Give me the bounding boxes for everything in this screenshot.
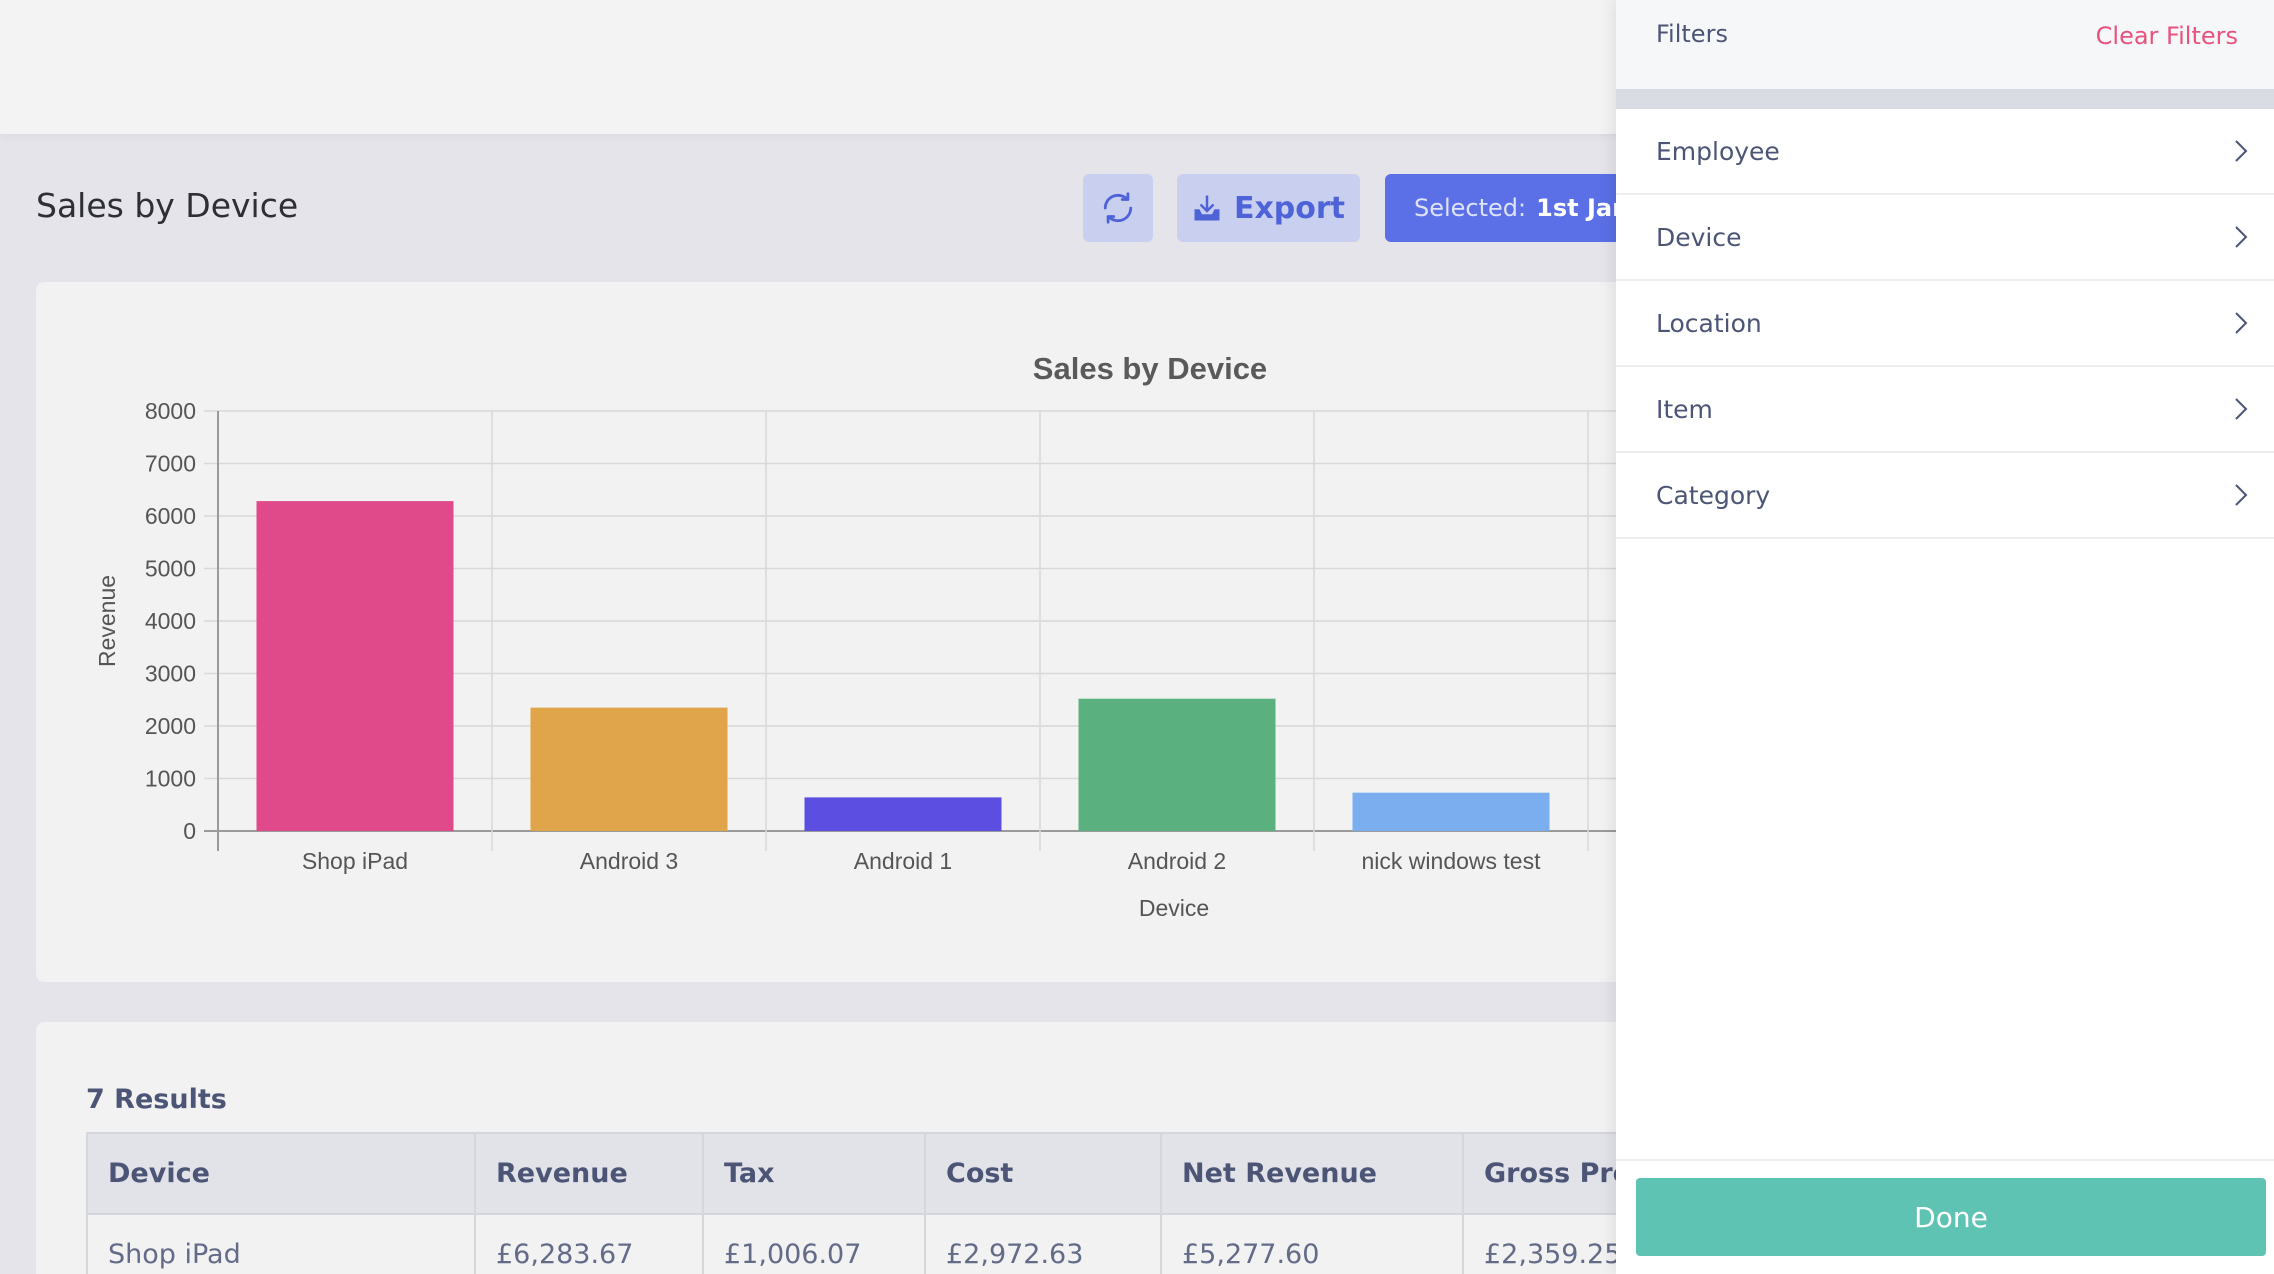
filter-item-label: Location (1656, 308, 1762, 338)
y-tick-label: 5000 (145, 556, 196, 582)
chevron-right-icon (2235, 140, 2248, 162)
filter-item-label: Device (1656, 222, 1742, 252)
filters-footer: Done (1616, 1159, 2274, 1274)
clear-filters-link[interactable]: Clear Filters (2095, 22, 2238, 50)
table-row[interactable]: Shop iPad £6,283.67 £1,006.07 £2,972.63 … (86, 1213, 1665, 1274)
table-cell: £5,277.60 (1160, 1213, 1464, 1274)
x-tick-label: Android 1 (854, 848, 952, 874)
filters-header: Filters Clear Filters (1616, 0, 2274, 89)
y-tick-label: 8000 (145, 398, 196, 424)
chevron-right-icon (2235, 484, 2248, 506)
results-count: 7 Results (86, 1084, 227, 1115)
filter-item-category[interactable]: Category (1616, 453, 2274, 539)
y-tick-label: 7000 (145, 451, 196, 477)
x-axis-label: Device (1139, 895, 1209, 921)
y-tick-label: 4000 (145, 608, 196, 634)
results-table: Device Revenue Tax Cost Net Revenue Gros… (86, 1132, 1665, 1274)
y-tick-label: 0 (183, 818, 196, 844)
chart-card: 0 1000 2000 3000 4000 5000 6000 7000 8000 Shop iP… (36, 282, 1736, 982)
y-tick-label: 1000 (145, 766, 196, 792)
y-tick-label: 3000 (145, 661, 196, 687)
column-header[interactable]: Cost (924, 1132, 1162, 1215)
table-cell: £6,283.67 (474, 1213, 704, 1274)
chevron-right-icon (2235, 226, 2248, 248)
chevron-right-icon (2235, 398, 2248, 420)
table-cell: £1,006.07 (702, 1213, 926, 1274)
table-header-row: Device Revenue Tax Cost Net Revenue Gros… (86, 1132, 1665, 1215)
bar (1352, 792, 1550, 831)
filters-panel: Filters Clear Filters Employee Device Lo… (1616, 0, 2274, 1274)
refresh-button[interactable] (1083, 174, 1153, 242)
sales-by-device-chart: 0 1000 2000 3000 4000 5000 6000 7000 8000 Shop iP… (94, 351, 1726, 921)
filters-divider (1616, 89, 2274, 109)
filter-item-label: Item (1656, 394, 1713, 424)
export-label: Export (1233, 190, 1346, 226)
date-prefix: Selected: (1414, 194, 1527, 222)
bar (1078, 698, 1276, 831)
export-button[interactable]: Export (1177, 174, 1360, 242)
y-tick-label: 2000 (145, 713, 196, 739)
column-header[interactable]: Tax (702, 1132, 926, 1215)
bar (256, 501, 454, 831)
y-axis-label: Revenue (94, 575, 120, 667)
done-button[interactable]: Done (1636, 1178, 2266, 1256)
filters-title: Filters (1656, 20, 1728, 48)
x-tick-label: nick windows test (1362, 848, 1542, 874)
filter-item-item[interactable]: Item (1616, 367, 2274, 453)
page-title: Sales by Device (36, 186, 299, 225)
filter-item-location[interactable]: Location (1616, 281, 2274, 367)
x-tick-label: Android 2 (1128, 848, 1226, 874)
filter-item-employee[interactable]: Employee (1616, 109, 2274, 195)
bar (530, 707, 728, 831)
bar (804, 797, 1002, 831)
chevron-right-icon (2235, 312, 2248, 334)
column-header[interactable]: Net Revenue (1160, 1132, 1464, 1215)
filter-item-label: Category (1656, 480, 1771, 510)
refresh-icon (1103, 192, 1133, 224)
x-tick-label: Shop iPad (302, 848, 408, 874)
filter-item-label: Employee (1656, 136, 1780, 166)
chart-title: Sales by Device (1033, 351, 1267, 386)
download-icon (1194, 195, 1220, 221)
filter-item-device[interactable]: Device (1616, 195, 2274, 281)
x-tick-label: Android 3 (580, 848, 678, 874)
results-card: 7 Results Device Revenue Tax Cost Net Re… (36, 1022, 1736, 1274)
y-tick-label: 6000 (145, 503, 196, 529)
table-cell: Shop iPad (86, 1213, 476, 1274)
column-header[interactable]: Device (86, 1132, 476, 1215)
column-header[interactable]: Revenue (474, 1132, 704, 1215)
table-cell: £2,972.63 (924, 1213, 1162, 1274)
